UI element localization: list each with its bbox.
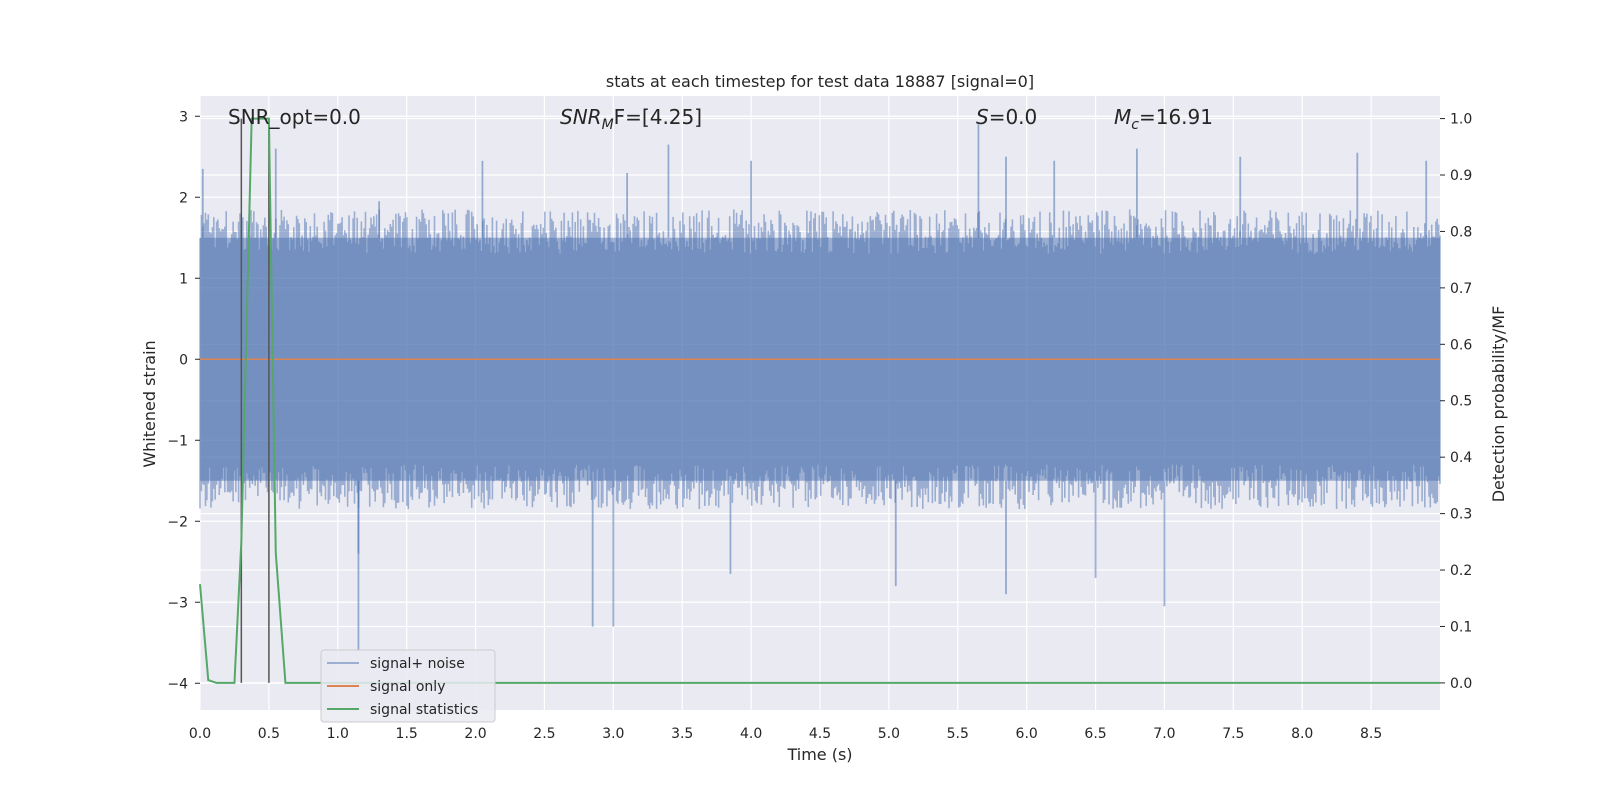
y-right-tick-label-9: 0.1: [1450, 619, 1472, 635]
y-right-tick-label-5: 0.5: [1450, 394, 1472, 410]
x-axis-label: Time (s): [786, 745, 852, 764]
x-tick-label-6: 3.0: [602, 726, 624, 742]
x-tick-label-5: 2.5: [533, 726, 555, 742]
y-right-tick-label-2: 0.8: [1450, 224, 1472, 240]
x-tick-label-9: 4.5: [809, 726, 831, 742]
s-value: =0.0: [989, 105, 1038, 129]
snr-mf-name: SNR: [560, 105, 602, 129]
y-right-tick-label-7: 0.3: [1450, 507, 1472, 523]
annotation-s: S=0.0: [976, 105, 1037, 129]
y-left-tick-label-5: −2: [167, 514, 188, 530]
mc-value: =16.91: [1139, 105, 1213, 129]
y-left-tick-label-7: −4: [167, 676, 188, 692]
x-tick-label-1: 0.5: [258, 726, 280, 742]
y-right-tick-label-3: 0.7: [1450, 281, 1472, 297]
snr-mf-sub: M: [602, 117, 614, 133]
annotation-snr-mf: SNRMF=[4.25]: [560, 105, 702, 133]
x-tick-label-7: 3.5: [671, 726, 693, 742]
x-tick-label-17: 8.5: [1360, 726, 1382, 742]
s-name: S: [976, 105, 989, 129]
mc-name: M: [1114, 105, 1131, 129]
signal-statistics-line: [199, 117, 1440, 684]
snr-mf-rest: F=[4.25]: [614, 105, 702, 129]
y-right-tick-label-4: 0.6: [1450, 337, 1472, 353]
annotation-snr-opt: SNR_opt=0.0: [228, 105, 361, 129]
x-tick-label-10: 5.0: [878, 726, 900, 742]
x-tick-label-2: 1.0: [327, 726, 349, 742]
x-tick-label-12: 6.0: [1016, 726, 1038, 742]
annotation-mc: Mc=16.91: [1114, 105, 1213, 133]
y-right-tick-label-1: 0.9: [1450, 168, 1472, 184]
legend-label-signal-noise: signal+ noise: [370, 656, 465, 672]
legend: signal+ noise signal only signal statist…: [320, 649, 496, 723]
x-tick-label-16: 8.0: [1291, 726, 1313, 742]
y-axis-right-ticks: 1.0 0.9 0.8 0.7 0.6 0.5 0.4 0.3 0.2 0.1 0.0: [1440, 112, 1472, 692]
x-tick-label-13: 6.5: [1084, 726, 1106, 742]
legend-label-signal-only: signal only: [370, 679, 445, 695]
x-tick-label-14: 7.0: [1153, 726, 1175, 742]
x-tick-label-8: 4.0: [740, 726, 762, 742]
x-tick-label-0: 0.0: [189, 726, 211, 742]
x-tick-label-4: 2.0: [464, 726, 486, 742]
y-right-tick-label-8: 0.2: [1450, 563, 1472, 579]
chart-title: stats at each timestep for test data 188…: [606, 72, 1034, 91]
y-left-tick-label-4: −1: [167, 433, 188, 449]
y-left-tick-label-1: 2: [179, 190, 188, 206]
y-right-tick-label-6: 0.4: [1450, 450, 1472, 466]
x-tick-label-11: 5.5: [947, 726, 969, 742]
legend-label-signal-statistics: signal statistics: [370, 702, 478, 718]
y-axis-left-ticks: 3 2 1 0 −1 −2 −3 −4: [167, 109, 200, 692]
x-tick-label-15: 7.5: [1222, 726, 1244, 742]
mc-sub: c: [1131, 117, 1139, 133]
y-right-tick-label-0: 1.0: [1450, 112, 1472, 128]
y-left-tick-label-0: 3: [179, 109, 188, 125]
y-axis-right-label: Detection probability/MF: [1489, 306, 1508, 503]
y-left-tick-label-6: −3: [167, 595, 188, 611]
x-tick-label-3: 1.5: [396, 726, 418, 742]
y-axis-left-label: Whitened strain: [140, 340, 159, 467]
vertical-lines: [240, 118, 270, 683]
y-left-tick-label-3: 0: [179, 352, 188, 368]
y-left-tick-label-2: 1: [179, 271, 188, 287]
legend-box: [320, 649, 496, 723]
x-axis-ticks: 0.0 0.5 1.0 1.5 2.0 2.5 3.0 3.5 4.0 4.5 5.0 5.5 6.0 6…: [189, 726, 1382, 742]
y-right-tick-label-10: 0.0: [1450, 676, 1472, 692]
series-signal-statistics: [199, 117, 1440, 684]
